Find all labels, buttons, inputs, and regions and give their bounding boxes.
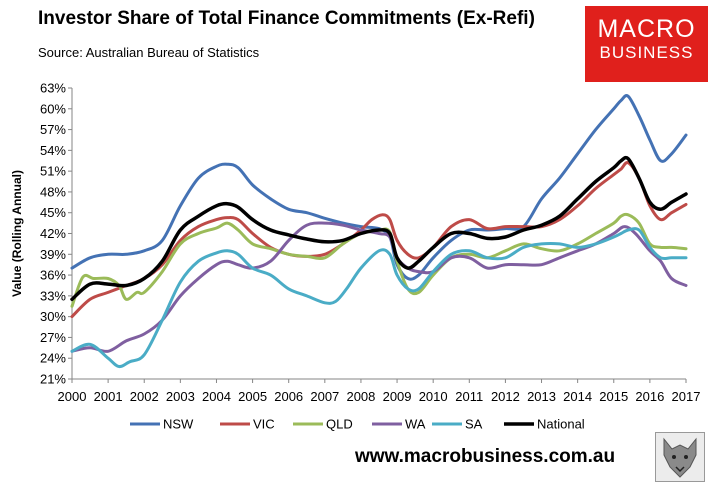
y-tick-label: 21%: [40, 372, 66, 387]
y-tick-label: 24%: [40, 351, 66, 366]
y-tick-label: 57%: [40, 122, 66, 137]
y-tick-label: 48%: [40, 184, 66, 199]
logo-line-1: MACRO: [597, 15, 696, 43]
series-line-sa: [70, 227, 688, 369]
x-tick-label: 2002: [130, 389, 159, 404]
x-tick-label: 2004: [202, 389, 231, 404]
x-tick-label: 2016: [635, 389, 664, 404]
y-tick-label: 39%: [40, 247, 66, 262]
y-tick-label: 54%: [40, 143, 66, 158]
series-line-vic: [70, 161, 688, 319]
series-line-wa: [70, 221, 688, 353]
x-tick-label: 2000: [58, 389, 87, 404]
y-tick-label: 51%: [40, 164, 66, 179]
website-url: www.macrobusiness.com.au: [355, 446, 616, 467]
series-line-national: [70, 155, 688, 302]
wolf-head-icon: [655, 432, 705, 482]
legend-label-wa: WA: [405, 417, 426, 432]
x-tick-label: 2003: [166, 389, 195, 404]
y-tick-label: 63%: [40, 81, 66, 96]
chart-legend: NSW VIC QLD WA SA National: [130, 417, 585, 432]
x-tick-label: 2001: [94, 389, 123, 404]
legend-label-sa: SA: [465, 417, 483, 432]
y-tick-label: 33%: [40, 288, 66, 303]
legend-label-qld: QLD: [326, 417, 353, 432]
y-tick-label: 30%: [40, 309, 66, 324]
y-tick-label: 42%: [40, 226, 66, 241]
x-tick-label: 2010: [419, 389, 448, 404]
legend-label-vic: VIC: [253, 417, 275, 432]
x-tick-label: 2011: [455, 389, 483, 404]
x-tick-label: 2017: [672, 389, 701, 404]
x-tick-label: 2006: [274, 389, 303, 404]
x-tick-label: 2005: [238, 389, 267, 404]
x-tick-label: 2008: [346, 389, 375, 404]
x-tick-label: 2012: [491, 389, 520, 404]
x-tick-label: 2013: [527, 389, 556, 404]
legend-label-nsw: NSW: [163, 417, 194, 432]
y-axis-title: Value (Rolling Annual): [10, 170, 24, 297]
y-tick-label: 27%: [40, 330, 66, 345]
macrobusiness-logo: MACRO BUSINESS: [585, 6, 708, 82]
y-tick-label: 36%: [40, 268, 66, 283]
chart-source: Source: Australian Bureau of Statistics: [38, 45, 260, 60]
chart-title: Investor Share of Total Finance Commitme…: [38, 8, 535, 29]
x-tick-label: 2007: [310, 389, 339, 404]
logo-line-2: BUSINESS: [599, 43, 694, 62]
x-tick-label: 2009: [383, 389, 412, 404]
legend-label-national: National: [537, 417, 585, 432]
chart-axes: 21% 24% 27% 30% 33% 36% 39% 42% 45% 48% 51% 54% 57% 6…: [10, 81, 700, 405]
x-tick-label: 2015: [599, 389, 628, 404]
y-tick-label: 45%: [40, 205, 66, 220]
chart-series: [70, 94, 688, 369]
y-tick-label: 60%: [40, 101, 66, 116]
x-tick-label: 2014: [563, 389, 592, 404]
